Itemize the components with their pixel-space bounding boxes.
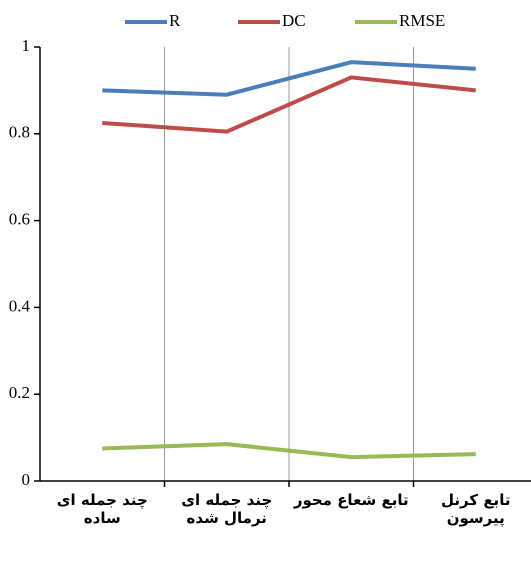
legend-label: RMSE: [399, 11, 445, 30]
x-tick-label-box: تابع شعاع محور: [293, 491, 409, 509]
legend-label: DC: [282, 11, 306, 30]
x-tick-label-box: چند جمله ای ساده: [56, 491, 148, 527]
legend-label: R: [169, 11, 181, 30]
y-tick-label: 0.8: [9, 123, 30, 142]
y-tick-label: 0.6: [9, 210, 30, 229]
series-line: [102, 60, 476, 97]
y-tick-label: 0.4: [9, 296, 31, 315]
series-line: [102, 75, 476, 134]
y-tick-label: 0: [22, 470, 31, 489]
x-tick-label-box: چند جمله ای نرمال شده: [181, 491, 273, 527]
series-line: [102, 442, 476, 460]
x-tick-label: تابع شعاع محور: [293, 491, 409, 509]
x-tick-label: تابع کرنل پیرسون: [441, 491, 511, 527]
y-tick-label: 0.2: [9, 383, 30, 402]
y-tick-label: 1: [22, 36, 31, 55]
x-tick-label-box: تابع کرنل پیرسون: [441, 491, 511, 527]
x-tick-label: چند جمله ای ساده: [56, 491, 148, 527]
x-tick-label: چند جمله ای نرمال شده: [181, 491, 273, 527]
